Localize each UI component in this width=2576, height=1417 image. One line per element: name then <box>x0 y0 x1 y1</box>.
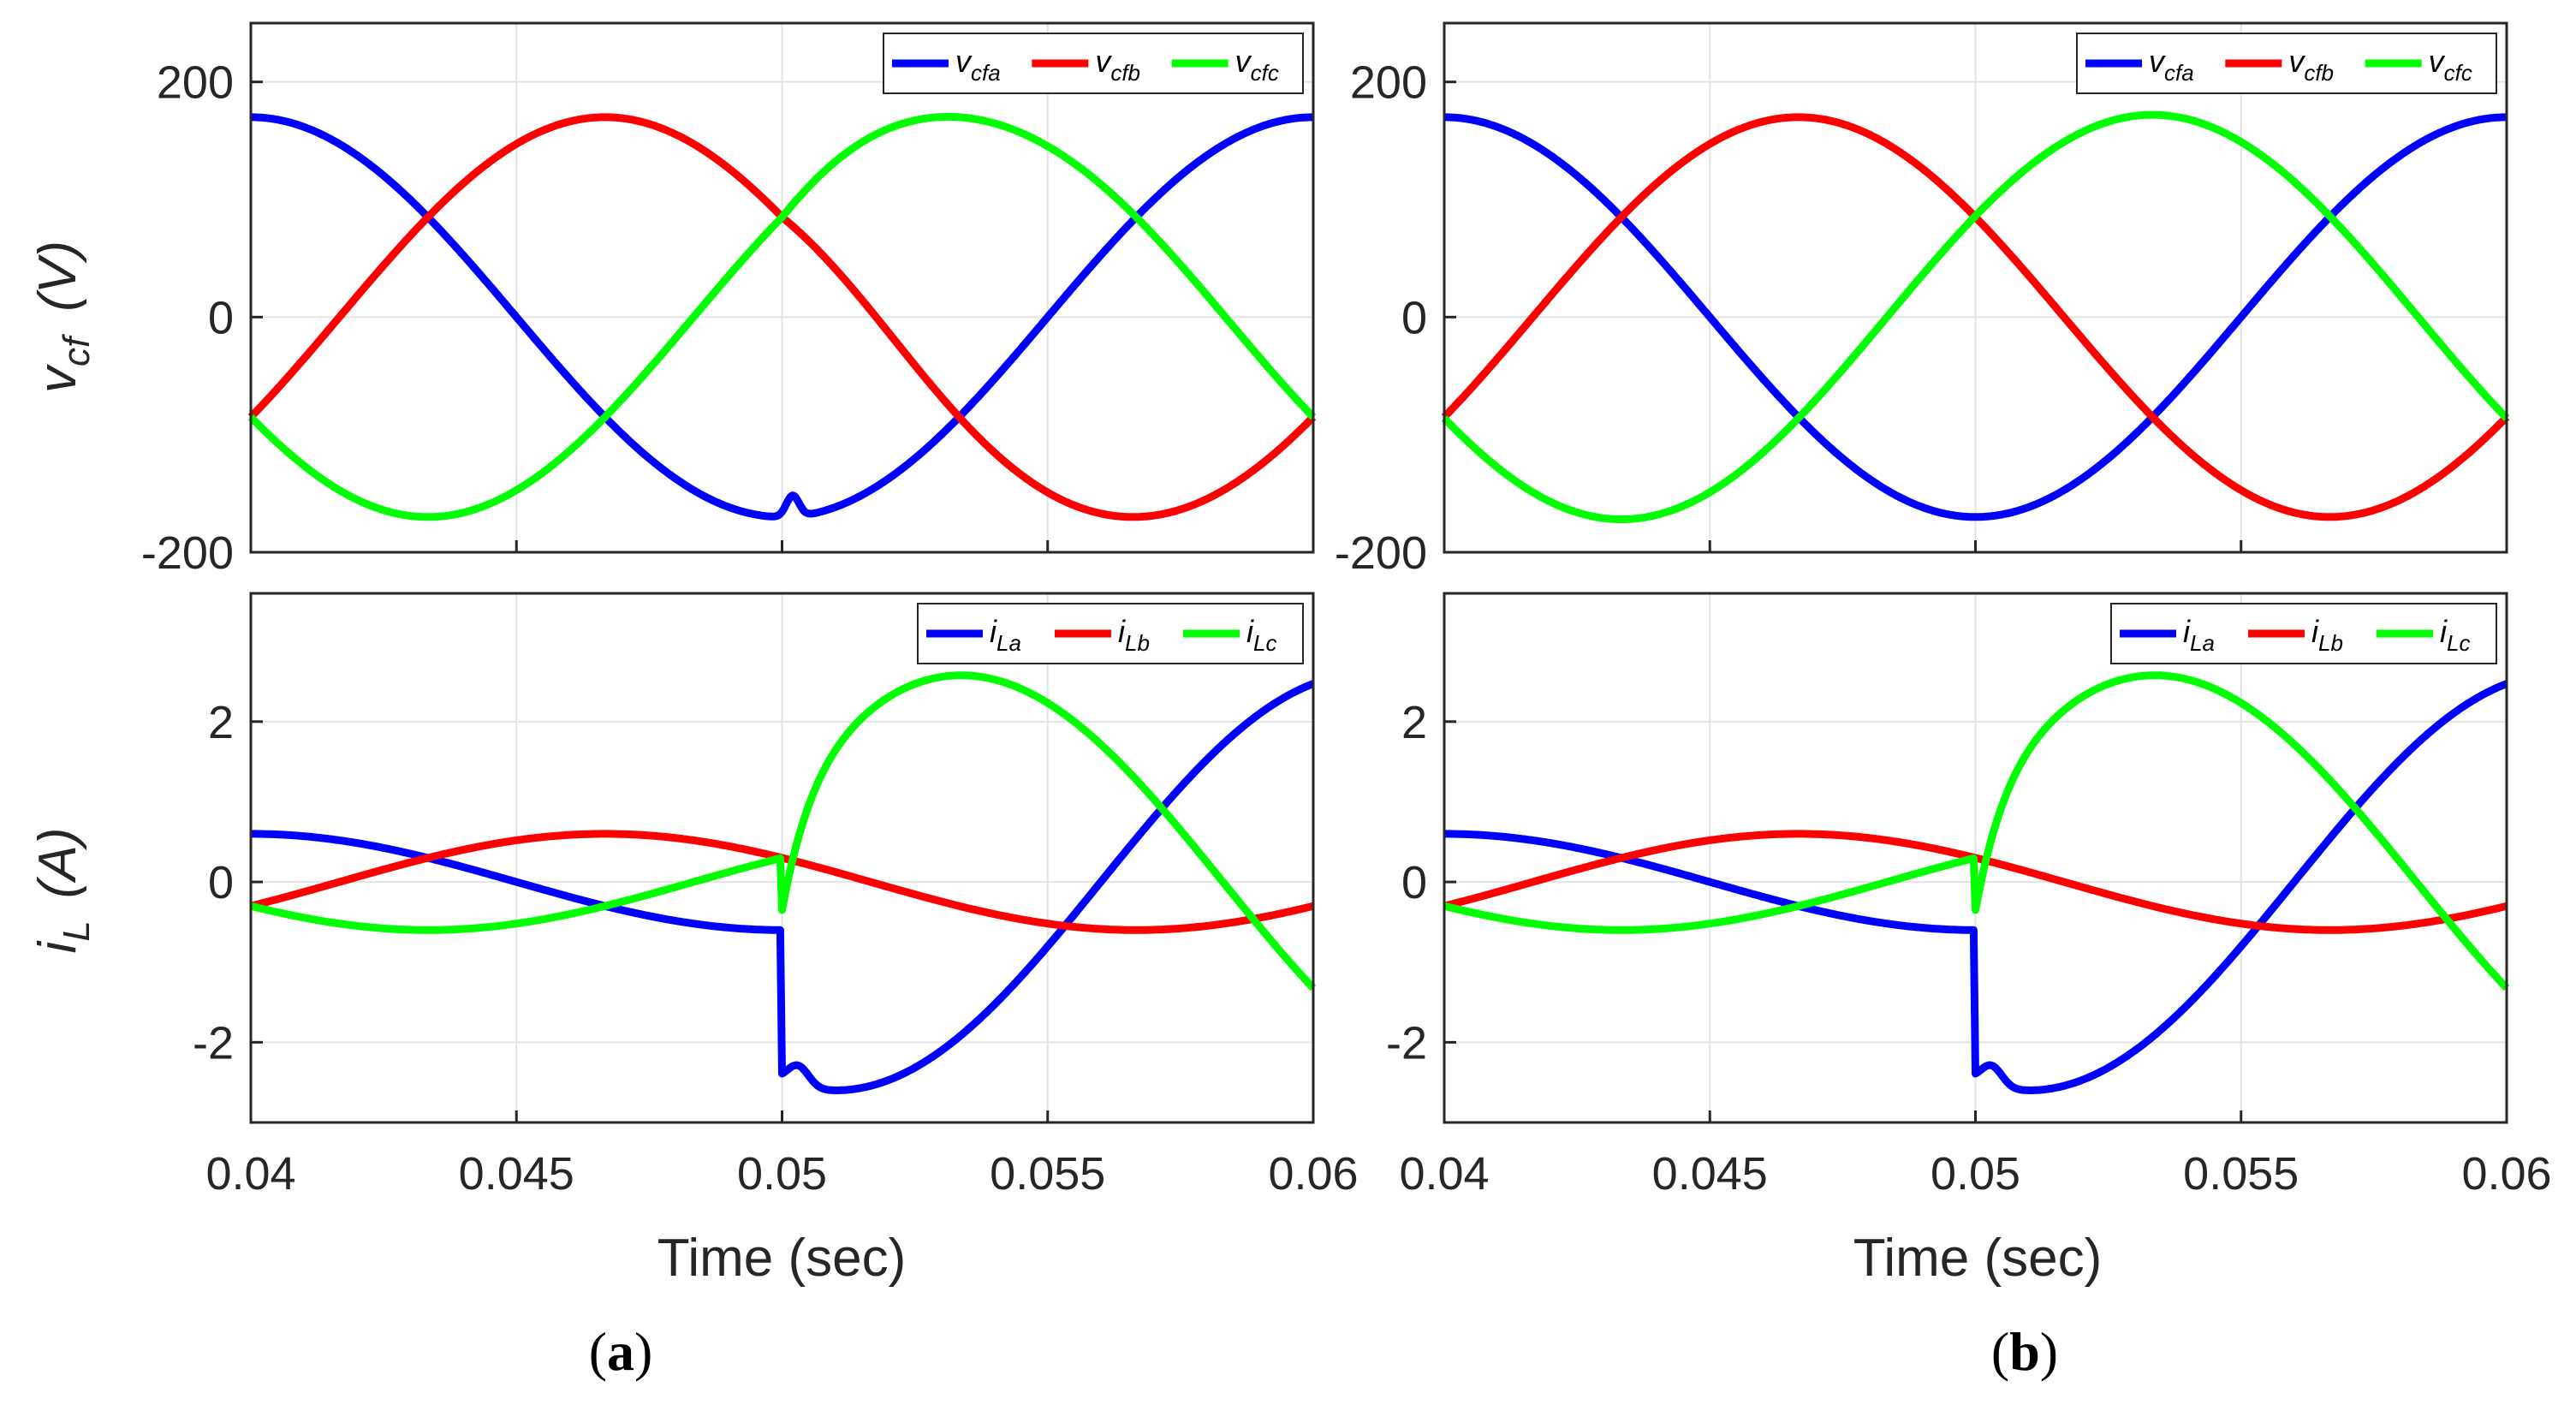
series-line-Lc <box>248 671 1317 991</box>
panel-label-b: (b) <box>1991 1321 2058 1382</box>
xlabel-b: Time (sec) <box>1853 1229 2102 1288</box>
legend-label-La: iLa <box>2183 614 2215 656</box>
xtick-label-0: 0.04 <box>205 1148 295 1200</box>
xtick-label-3: 0.055 <box>990 1148 1105 1200</box>
chart-a-bottom: 0.04 0.045 0.05 0.055 0.06 2 0 -2 iLa iLb iLc <box>193 592 1359 1200</box>
ytick-label-1: 0 <box>208 292 234 343</box>
legend: vcfa vcfb vcfc <box>883 33 1304 94</box>
ylabel-current-main: i <box>28 939 87 953</box>
ylabel-voltage: vcf (V) <box>28 241 98 393</box>
legend-label-Lb: iLb <box>1118 614 1150 656</box>
ytick-label-2: -200 <box>141 527 234 579</box>
legend: vcfa vcfb vcfc <box>2076 33 2497 94</box>
ylabel-current-sub: L <box>56 920 98 941</box>
ytick-label-0: 200 <box>1350 57 1427 109</box>
legend-label-cfa: vcfa <box>955 44 1001 86</box>
series-line-cfc <box>247 112 1317 521</box>
chart-b-bottom: 0.04 0.045 0.05 0.055 0.06 2 0 -2 iLa iLb iLc <box>1386 592 2552 1200</box>
xtick-label-0: 0.04 <box>1399 1148 1489 1200</box>
legend: iLa iLb iLc <box>2110 603 2497 664</box>
legend-label-cfa: vcfa <box>2149 44 2194 86</box>
xtick-label-2: 0.05 <box>1931 1148 2020 1200</box>
xtick-label-1: 0.045 <box>1652 1148 1768 1200</box>
legend-label-cfb: vcfb <box>1095 44 1140 86</box>
ytick-label-0: 200 <box>157 57 234 109</box>
ylabel-voltage-sub: cf <box>56 333 98 366</box>
legend-label-cfc: vcfc <box>2429 44 2472 86</box>
xtick-label-4: 0.06 <box>2461 1148 2551 1200</box>
xtick-label-4: 0.06 <box>1268 1148 1358 1200</box>
ytick-label-2: -200 <box>1335 527 1427 579</box>
ytick-label-1: 0 <box>1401 857 1427 908</box>
chart-a-top: 200 0 -200 vcfa vcfb vcfc <box>141 21 1317 579</box>
xlabel-a: Time (sec) <box>657 1229 906 1288</box>
ytick-label-1: 0 <box>208 857 234 908</box>
ylabel-current-unit: (A) <box>28 828 87 899</box>
ytick-label-2: -2 <box>1386 1017 1427 1069</box>
legend-box <box>883 33 1304 94</box>
ylabel-voltage-main: v <box>28 364 87 393</box>
legend-label-La: iLa <box>990 614 1021 656</box>
legend-label-Lb: iLb <box>2311 614 2343 656</box>
legend: iLa iLb iLc <box>917 603 1304 664</box>
ytick-label-0: 2 <box>1401 697 1427 748</box>
series-line-cfc <box>1441 110 2510 523</box>
xtick-label-2: 0.05 <box>737 1148 827 1200</box>
panel-label-a: (a) <box>589 1321 653 1382</box>
ylabel-current: iL (A) <box>28 828 98 954</box>
ytick-label-0: 2 <box>208 697 234 748</box>
legend-label-cfb: vcfb <box>2288 44 2334 86</box>
xtick-label-3: 0.055 <box>2183 1148 2299 1200</box>
legend-label-Lc: iLc <box>1246 614 1276 656</box>
legend-box <box>2076 33 2497 94</box>
chart-b-top: 200 0 -200 vcfa vcfb vcfc <box>1335 21 2510 579</box>
legend-label-Lc: iLc <box>2440 614 2470 656</box>
ylabel-voltage-unit: (V) <box>28 241 87 312</box>
ytick-label-2: -2 <box>193 1017 234 1069</box>
legend-label-cfc: vcfc <box>1235 44 1279 86</box>
ytick-label-1: 0 <box>1401 292 1427 343</box>
xtick-label-1: 0.045 <box>459 1148 574 1200</box>
series-line-Lc <box>1442 671 2510 991</box>
